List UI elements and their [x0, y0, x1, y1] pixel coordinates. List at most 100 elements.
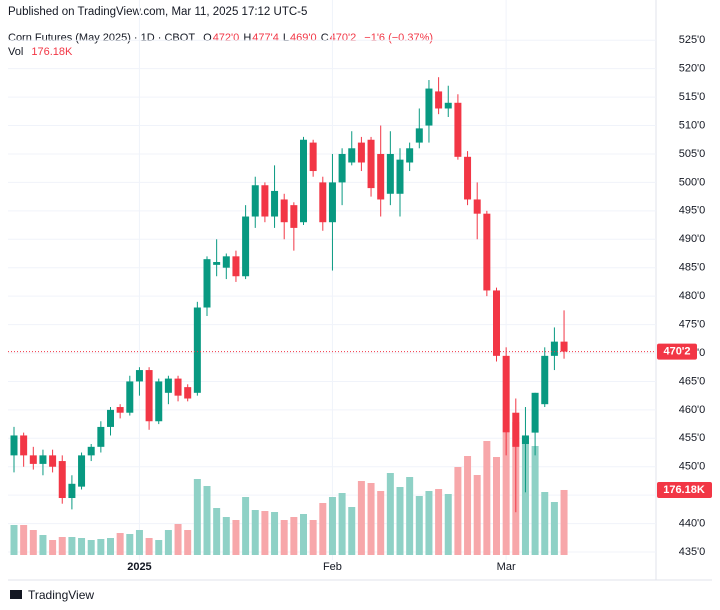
volume-bar [290, 517, 298, 555]
candle-body [319, 182, 327, 223]
candle-body [232, 256, 240, 277]
volume-bar [193, 479, 201, 555]
candle-body [550, 341, 558, 356]
volume-bar [10, 525, 18, 555]
volume-bar [135, 530, 143, 555]
volume-bar [348, 507, 356, 555]
volume-bar [444, 494, 452, 555]
legend-change: −1'6 (−0.37%) [364, 32, 434, 44]
volume-bar [435, 489, 443, 555]
last-price-label: 470'2 [663, 345, 690, 357]
y-tick-label: 440'0 [679, 518, 706, 530]
candle-body [126, 381, 134, 413]
volume-bar [107, 538, 114, 555]
volume-bar [261, 511, 269, 555]
y-tick-label: 515'0 [679, 91, 706, 103]
volume-bar [464, 456, 472, 555]
volume-bar [300, 514, 307, 555]
volume-bar [251, 510, 259, 555]
x-tick-label: Feb [323, 561, 342, 573]
volume-bar [357, 481, 365, 555]
candle-body [493, 290, 500, 356]
candle-body [348, 148, 356, 163]
volume-bar [521, 437, 529, 555]
y-tick-label: 525'0 [679, 34, 706, 46]
candle-body [502, 355, 510, 433]
y-tick-label: 480'0 [679, 290, 706, 302]
brand-logo: TradingView [10, 588, 94, 602]
candle-body [464, 156, 472, 200]
logo-mark [10, 590, 22, 599]
candle-body [435, 91, 443, 109]
volume-bar [68, 537, 76, 555]
volume-bar [541, 492, 549, 555]
volume-bar [145, 538, 153, 555]
brand-name: TradingView [28, 588, 94, 602]
candle-body [377, 153, 385, 200]
candle-body [213, 262, 221, 265]
published-note: Published on TradingView.com, Mar 11, 20… [8, 6, 308, 18]
volume-tag [657, 481, 712, 498]
legend-key: Vol [8, 46, 24, 58]
legend-row: Corn Futures (May 2025) · 1D · CBOT O472… [8, 32, 434, 44]
volume-bar [232, 520, 240, 555]
candle-body [29, 455, 37, 464]
candle-body [367, 139, 375, 189]
volume-bar [502, 433, 510, 555]
volume-bar [319, 503, 327, 555]
legend-key: C [320, 32, 329, 44]
last-price-tag [657, 343, 697, 360]
legend-key: H [243, 32, 252, 44]
candle-body [521, 435, 529, 444]
symbol-title: Corn Futures (May 2025) · 1D · CBOT [8, 32, 196, 44]
candle-body [483, 213, 491, 291]
volume-bar [116, 533, 124, 555]
legend-value: 470'2 [329, 32, 357, 44]
y-tick-label: 485'0 [679, 262, 706, 274]
candle-body [290, 205, 298, 228]
candle-body [396, 159, 404, 194]
volume-bar [560, 489, 568, 555]
volume-bar [58, 537, 66, 555]
candle-body [454, 102, 462, 157]
y-tick-label: 465'0 [679, 375, 706, 387]
candle-body [155, 381, 163, 422]
volume-bar [377, 491, 385, 555]
volume-bar [309, 520, 317, 555]
volume-bar [49, 540, 57, 555]
y-tick-label: 500'0 [679, 176, 706, 188]
candle-body [174, 378, 182, 396]
volume-bar [328, 497, 336, 555]
candle-body [222, 256, 230, 268]
candle-body [39, 455, 47, 464]
candle-body [58, 461, 66, 499]
volume-bar [415, 496, 423, 555]
candle-body [415, 128, 423, 143]
volume-bar [280, 520, 288, 555]
volume-bar [454, 467, 462, 555]
legend-value: 469'0 [290, 32, 317, 44]
legend-value: 472'0 [212, 32, 240, 44]
candle-body [193, 307, 201, 393]
candle-body [68, 483, 76, 499]
candle-body [444, 102, 452, 109]
volume-bar [164, 530, 172, 555]
candle-body [49, 455, 57, 467]
volume-bar [213, 508, 221, 555]
volume-bar [222, 517, 230, 555]
candle-body [10, 435, 18, 456]
candle-body [328, 182, 336, 223]
grid [8, 0, 656, 560]
legend-key: O [203, 32, 212, 44]
y-tick-label: 490'0 [679, 233, 706, 245]
y-tick-label: 435'0 [679, 546, 706, 558]
y-tick-label: 450'0 [679, 461, 706, 473]
volume-bar [473, 475, 481, 555]
candle-body [309, 142, 317, 172]
x-tick-label: 2025 [127, 561, 151, 573]
candle-body [164, 378, 172, 393]
candle-body [541, 355, 549, 405]
y-tick-label: 455'0 [679, 432, 706, 444]
candle-body [251, 185, 259, 217]
